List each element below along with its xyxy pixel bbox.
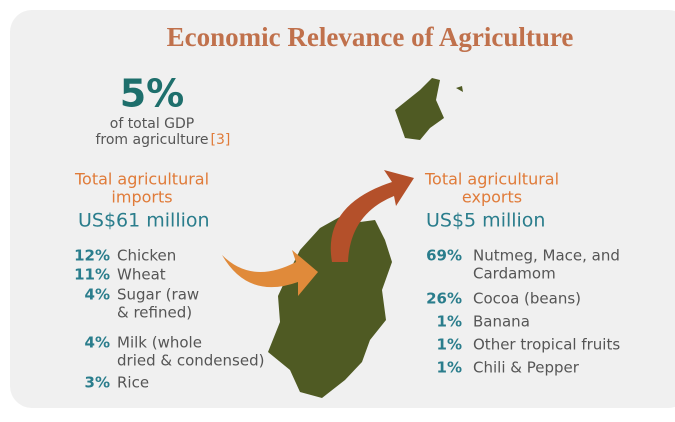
export-arrow (330, 170, 414, 262)
exports-pct: 1% (437, 336, 462, 354)
exports-item: Cocoa (beans) (473, 290, 581, 308)
imports-pct: 4% (85, 286, 110, 304)
imports-pct: 4% (85, 334, 110, 352)
exports-pct: 26% (426, 290, 462, 308)
imports-item: & refined) (117, 304, 192, 322)
imports-pct: 11% (74, 266, 110, 284)
gdp-value: 5% (120, 72, 185, 116)
exports-item: Nutmeg, Mace, and (473, 247, 620, 265)
exports-item: Other tropical fruits (473, 336, 620, 354)
imports-label: imports (111, 188, 172, 207)
gdp-ref: [3] (211, 132, 231, 148)
imports-pct: 3% (85, 374, 110, 392)
exports-pct: 69% (426, 247, 462, 265)
exports-pct: 1% (437, 359, 462, 377)
exports-amount: US$5 million (426, 210, 545, 232)
gdp-text: from agriculture (95, 132, 208, 148)
imports-item: Rice (117, 374, 149, 392)
panel (10, 10, 675, 408)
imports-item: dried & condensed) (117, 352, 264, 370)
exports-label: exports (462, 188, 522, 207)
imports-item: Milk (whole (117, 334, 202, 352)
exports-item: Chili & Pepper (473, 359, 580, 377)
import-arrow (222, 250, 318, 296)
imports-item: Sugar (raw (117, 286, 199, 304)
imports-amount: US$61 million (78, 210, 210, 232)
imports-item: Wheat (117, 266, 166, 284)
exports-pct: 1% (437, 313, 462, 331)
exports-item: Cardamom (473, 265, 556, 283)
gdp-text: of total GDP (110, 116, 194, 132)
exports-label: Total agricultural (424, 170, 559, 189)
title: Economic Relevance of Agriculture (167, 22, 574, 52)
small-island (395, 78, 444, 140)
exports-item: Banana (473, 313, 530, 331)
imports-pct: 12% (74, 247, 110, 265)
imports-item: Chicken (117, 247, 176, 265)
islet (456, 86, 463, 92)
imports-label: Total agricultural (74, 170, 209, 189)
